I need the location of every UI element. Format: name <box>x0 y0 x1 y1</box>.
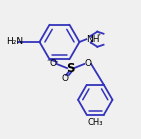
Text: CH₃: CH₃ <box>88 118 103 127</box>
Text: S: S <box>66 62 75 75</box>
Text: ⁻: ⁻ <box>47 59 50 65</box>
Text: O: O <box>84 59 91 68</box>
Text: O: O <box>61 74 68 83</box>
Text: H₂N: H₂N <box>6 38 23 46</box>
Text: ⁺: ⁺ <box>96 32 101 41</box>
Text: NH: NH <box>86 35 100 44</box>
Text: O: O <box>50 59 57 68</box>
